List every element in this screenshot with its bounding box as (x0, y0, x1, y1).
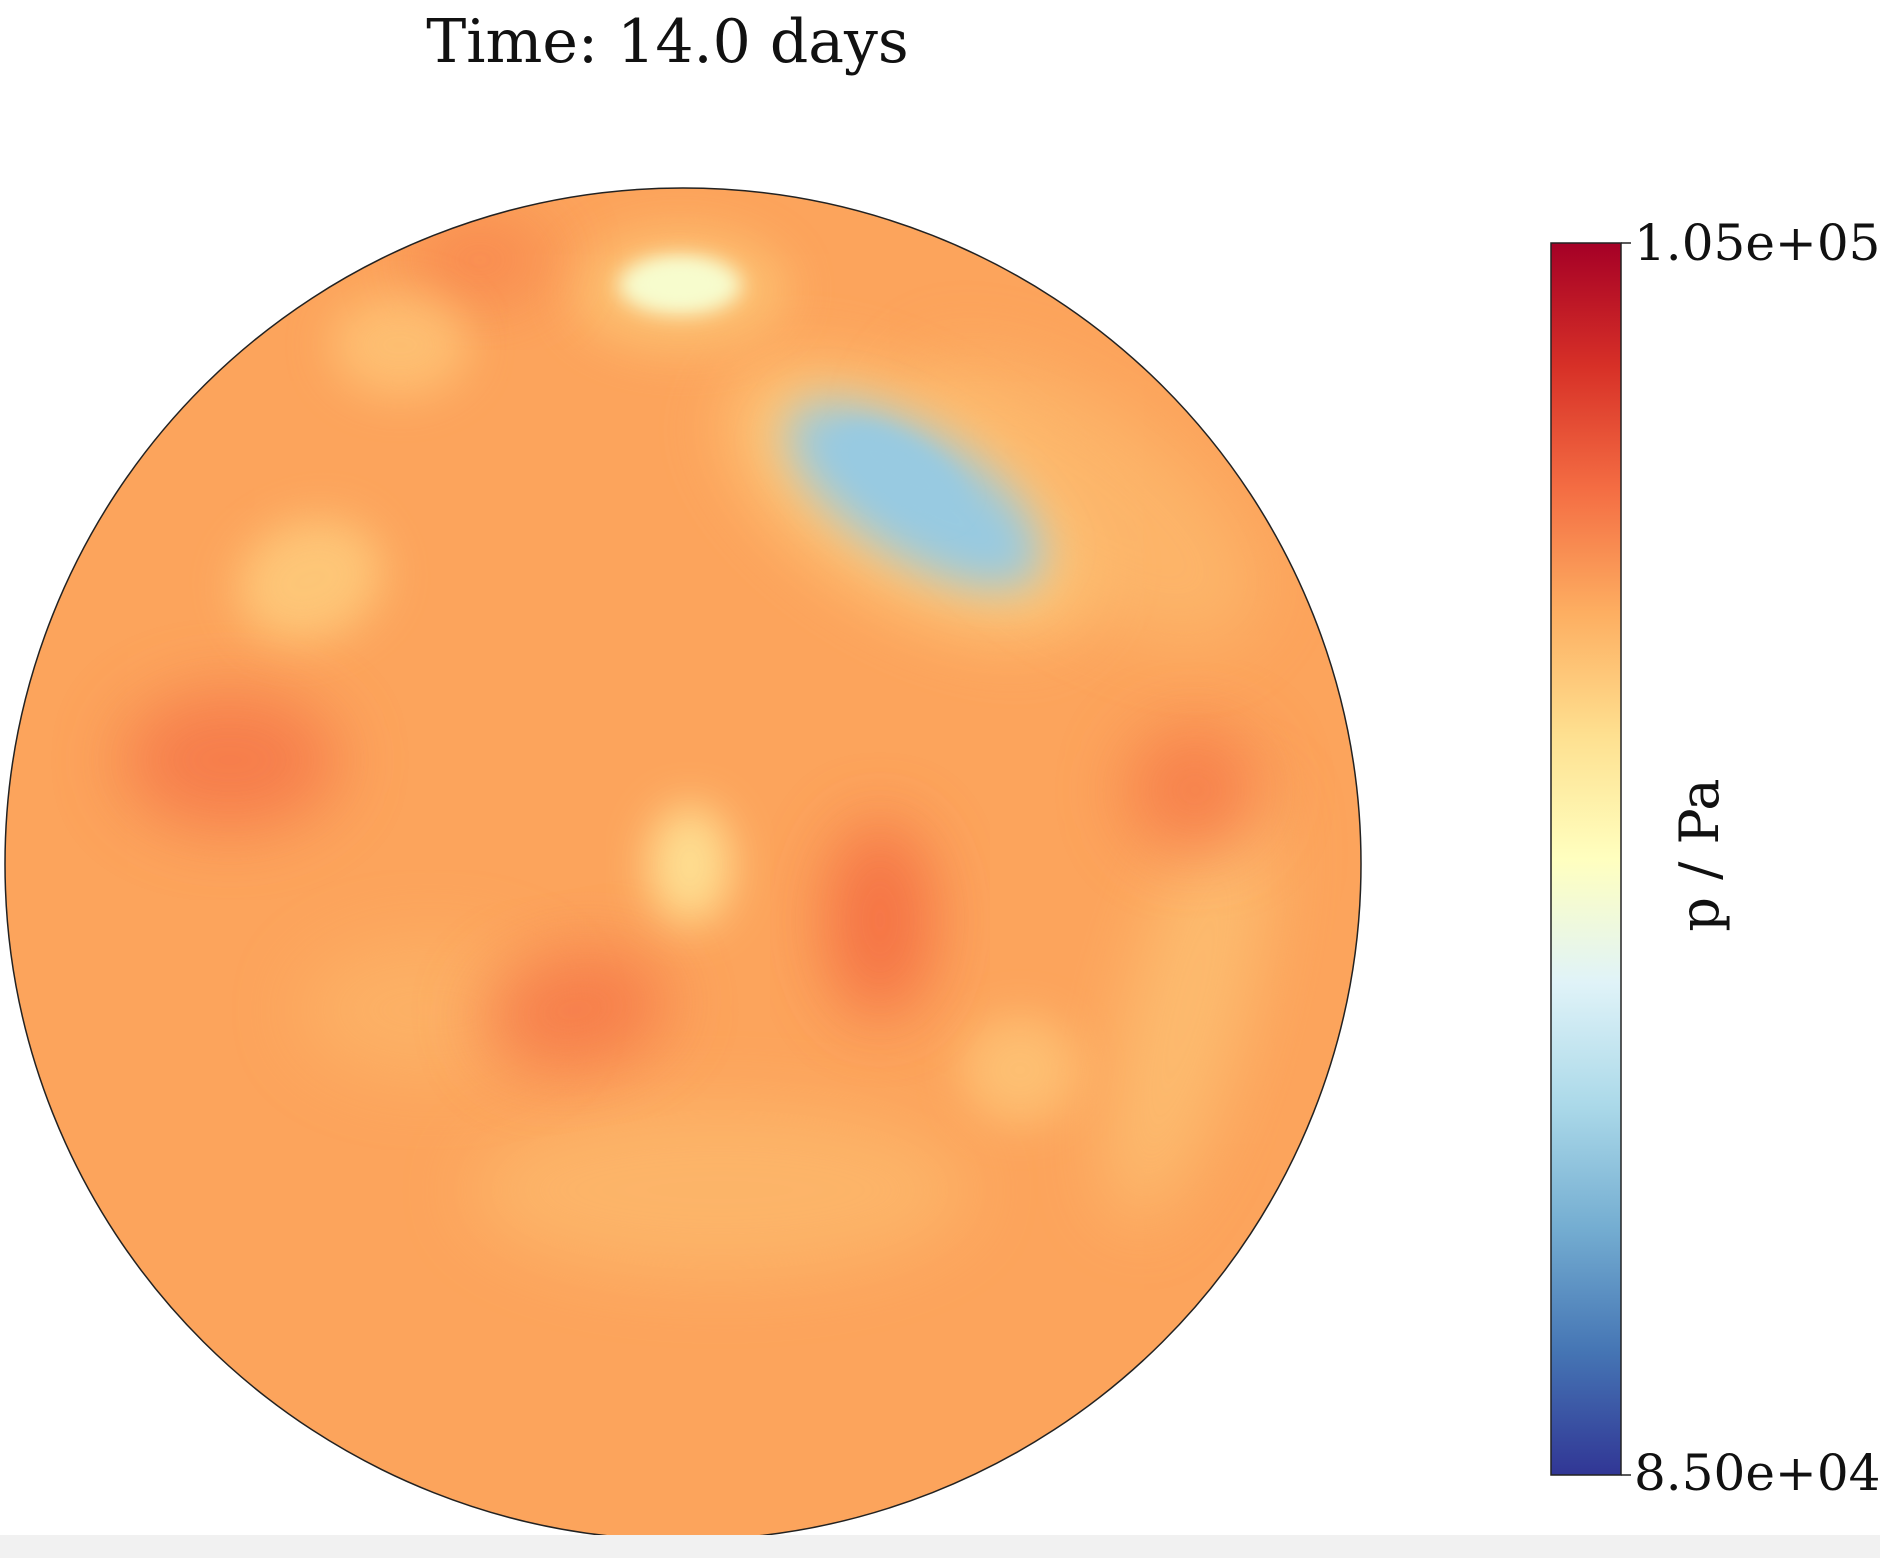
pressure-high-region-4 (1125, 725, 1265, 855)
sphere-pale-band-5 (960, 1015, 1080, 1125)
colorbar-label: p / Pa (1668, 778, 1731, 932)
chart-title: Time: 14.0 days (426, 7, 909, 77)
colorbar-tick-min: 8.50e+04 (1634, 1444, 1880, 1502)
sphere-pressure-field (5, 188, 1361, 1540)
pressure-high-region-7 (405, 215, 555, 305)
pressure-high-region-6 (480, 948, 670, 1072)
sphere-pale-band-3 (470, 1105, 970, 1275)
colorbar (1550, 242, 1622, 1476)
pressure-low-core-1 (645, 268, 715, 298)
pressure-high-region-5 (120, 690, 340, 830)
pressure-moderate-region-10 (899, 356, 1261, 644)
colorbar-tick-max: 1.05e+05 (1634, 214, 1880, 272)
pressure-moderate-region-9 (330, 293, 470, 397)
pressure-low-core-0 (838, 424, 962, 516)
sphere-pale-band-2 (1106, 777, 1274, 1223)
pressure-high-region-3 (825, 820, 935, 1020)
pressure-moderate-region-8 (236, 518, 384, 642)
pressure-low-region-2 (648, 805, 732, 925)
window-bottom-strip (0, 1535, 1880, 1558)
